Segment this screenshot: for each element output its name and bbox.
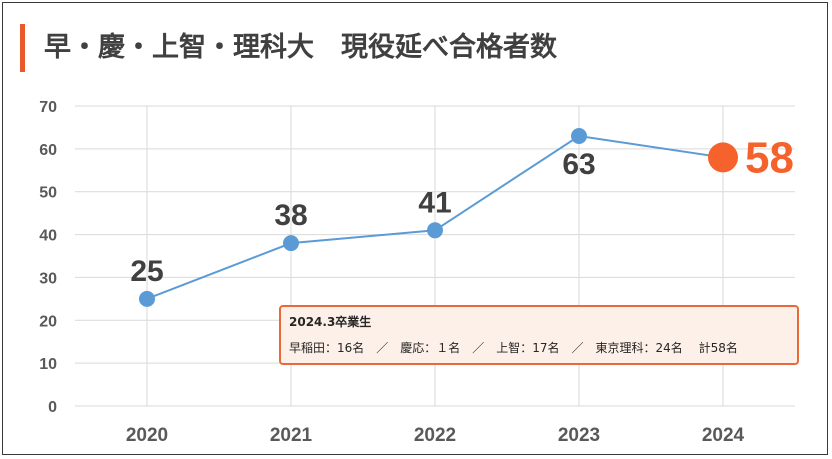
x-tick-label: 2020 <box>126 425 168 446</box>
y-tick-label: 60 <box>39 142 57 159</box>
y-tick-label: 40 <box>39 228 57 245</box>
x-tick-label: 2023 <box>558 425 600 446</box>
note-title: 2024.3卒業生 <box>289 315 372 329</box>
y-tick-label: 50 <box>39 185 57 202</box>
title-accent-bar <box>20 24 25 72</box>
data-point-highlight <box>708 142 738 173</box>
data-label: 38 <box>274 199 307 232</box>
y-tick-label: 70 <box>39 99 57 116</box>
chart-title: 早・慶・上智・理科大 現役延べ合格者数 <box>44 32 557 63</box>
data-label-highlight: 58 <box>745 133 794 182</box>
graduates-note-box: 2024.3卒業生 早稲田：16名 ／ 慶応：１名 ／ 上智：17名 ／ 東京理… <box>279 305 799 365</box>
note-body: 早稲田：16名 ／ 慶応：１名 ／ 上智：17名 ／ 東京理科：24名 計58名 <box>289 341 738 355</box>
data-label: 41 <box>418 186 451 219</box>
x-tick-label: 2022 <box>414 425 456 446</box>
data-point <box>283 235 299 252</box>
data-point <box>427 222 443 239</box>
data-point <box>139 290 155 307</box>
y-tick-label: 30 <box>39 270 57 287</box>
chart-frame <box>2 2 828 455</box>
x-tick-label: 2021 <box>270 425 313 446</box>
data-label: 63 <box>562 148 595 181</box>
data-label: 25 <box>130 255 163 288</box>
y-tick-label: 10 <box>39 356 57 373</box>
data-point <box>571 128 587 144</box>
y-tick-label: 20 <box>39 313 57 330</box>
x-tick-label: 2024 <box>702 425 745 446</box>
y-tick-label: 0 <box>48 399 57 416</box>
